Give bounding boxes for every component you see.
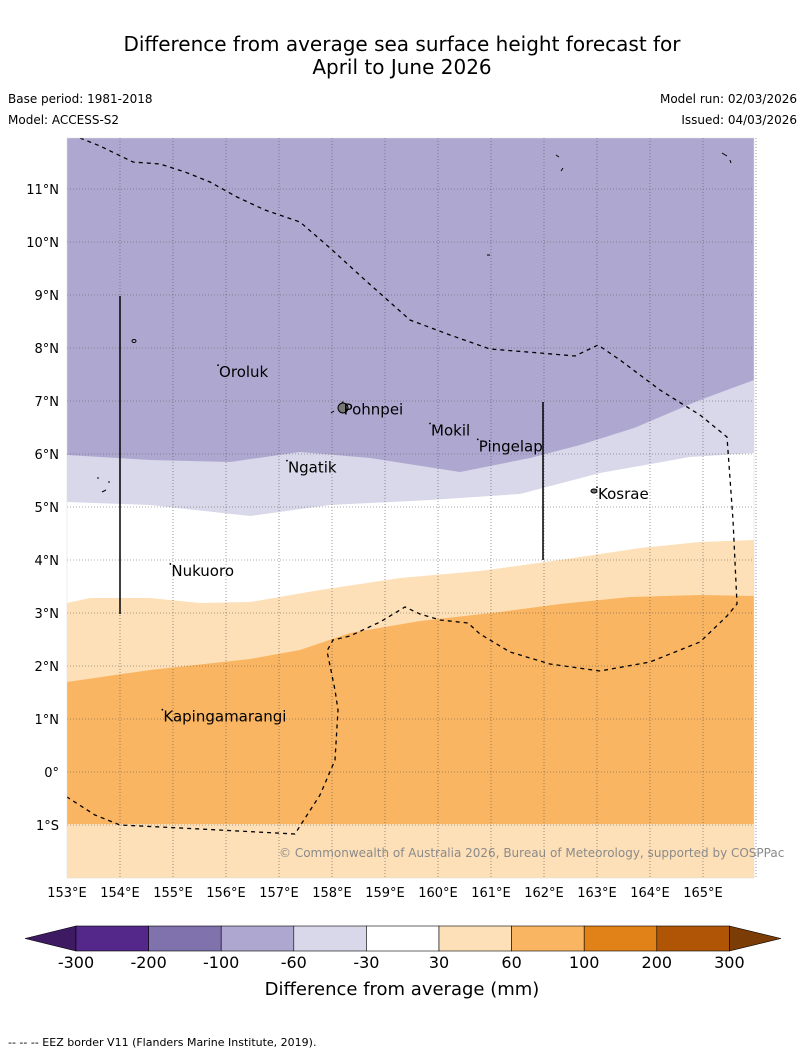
place-label: Mokil xyxy=(431,422,470,440)
colorbar-segment xyxy=(220,925,295,952)
lat-label: 1°N xyxy=(35,713,60,728)
colorbar-tick-label: 30 xyxy=(429,953,449,972)
place-label: Pohnpei xyxy=(344,400,404,418)
colorbar-tick-label: -60 xyxy=(281,953,307,972)
colorbar-tick-label: -100 xyxy=(203,953,239,972)
lon-label: 160°E xyxy=(418,886,458,901)
place-labels: Oroluk Pohnpei Mokil Pingelap Ngatik Kosrae Nu… xyxy=(161,363,649,726)
lon-label: 154°E xyxy=(100,886,140,901)
place-marker xyxy=(429,422,431,425)
colorbar-tick-label: -30 xyxy=(353,953,379,972)
base-period: Base period: 1981-2018 xyxy=(8,92,153,106)
lon-label: 158°E xyxy=(312,886,352,901)
place-label: Oroluk xyxy=(219,363,268,381)
place-marker xyxy=(286,459,288,462)
lon-label: 162°E xyxy=(524,886,564,901)
contour-bands xyxy=(67,138,754,878)
colorbar-extend-low xyxy=(24,925,77,952)
place-marker xyxy=(596,486,598,488)
lat-label: 2°N xyxy=(35,660,60,675)
place-marker xyxy=(217,364,219,367)
colorbar-segment xyxy=(511,925,585,952)
eez-border-line xyxy=(67,138,738,835)
lon-label: 157°E xyxy=(259,886,299,901)
lat-label: 4°N xyxy=(35,554,60,569)
colorbar-tick-label: 300 xyxy=(714,953,745,972)
colorbar-tick-label: -200 xyxy=(130,953,166,972)
place-marker xyxy=(476,438,479,441)
atoll-misc xyxy=(330,152,732,414)
kosrae-island xyxy=(590,488,598,494)
colorbar-segment xyxy=(583,925,658,952)
graticule xyxy=(67,138,757,878)
atoll-west xyxy=(97,477,110,493)
model-run: Model run: 02/03/2026 xyxy=(659,92,797,106)
place-marker xyxy=(161,708,164,711)
colorbar-segment xyxy=(438,925,512,952)
lon-label: 163°E xyxy=(577,886,617,901)
lat-label: 0° xyxy=(44,766,59,781)
colorbar-segment xyxy=(366,925,440,952)
lat-label: 5°N xyxy=(35,501,60,516)
lat-label: 8°N xyxy=(35,342,60,357)
eez-borders xyxy=(67,138,738,835)
place-label: Kapingamarangi xyxy=(163,708,286,726)
map-frame xyxy=(66,137,755,879)
colorbar-tick-label: 200 xyxy=(642,953,673,972)
colorbar-extend-high xyxy=(729,925,782,952)
eez-footnote: -- -- -- EEZ border V11 (Flanders Marine… xyxy=(8,1036,317,1049)
band-60-100 xyxy=(67,595,754,824)
lon-label: 164°E xyxy=(630,886,670,901)
colorbar-tick-label: 60 xyxy=(501,953,521,972)
lat-label: 9°N xyxy=(35,289,60,304)
colorbar-segment xyxy=(293,925,367,952)
place-label: Nukuoro xyxy=(171,562,234,580)
lon-label: 165°E xyxy=(683,886,723,901)
lat-label: 7°N xyxy=(35,395,60,410)
place-label: Pingelap xyxy=(479,437,543,455)
latitude-labels: 11°N 10°N 9°N 8°N 7°N 6°N 5°N 4°N 3°N 2°N 1°N 0° 1°S xyxy=(26,183,59,834)
lat-label: 1°S xyxy=(36,819,59,834)
lat-label: 3°N xyxy=(35,607,60,622)
lat-label: 10°N xyxy=(26,236,59,251)
lat-label: 11°N xyxy=(26,183,59,198)
lon-label: 155°E xyxy=(153,886,193,901)
band-30-60-south xyxy=(67,824,754,878)
colorbar-segment xyxy=(656,925,730,952)
longitude-labels: 153°E 154°E 155°E 156°E 157°E 158°E 159°E 160°E… xyxy=(47,886,723,901)
copyright-text: © Commonwealth of Australia 2026, Bureau… xyxy=(279,846,784,860)
title-line-1: Difference from average sea surface heig… xyxy=(123,32,681,56)
model-name: Model: ACCESS-S2 xyxy=(8,113,120,127)
colorbar: -300 -200 -100 -60 -30 30 60 100 200 300 xyxy=(24,925,782,972)
place-marker xyxy=(341,401,344,404)
colorbar-tick-label: -300 xyxy=(58,953,94,972)
colorbar-tick-label: 100 xyxy=(569,953,600,972)
title-line-2: April to June 2026 xyxy=(312,55,492,79)
lon-label: 153°E xyxy=(47,886,87,901)
lon-label: 156°E xyxy=(206,886,246,901)
map-figure: 11°N 10°N 9°N 8°N 7°N 6°N 5°N 4°N 3°N 2°N 1°N 0° 1°S… xyxy=(24,137,784,1000)
issued-date: Issued: 04/03/2026 xyxy=(681,113,797,127)
colorbar-segment xyxy=(75,925,149,952)
colorbar-segment xyxy=(148,925,222,952)
colorbar-title: Difference from average (mm) xyxy=(265,979,540,1000)
place-label: Kosrae xyxy=(598,485,649,503)
lon-label: 159°E xyxy=(365,886,405,901)
atoll-8n xyxy=(131,339,137,343)
place-label: Ngatik xyxy=(288,459,337,477)
lat-label: 6°N xyxy=(35,448,60,463)
place-marker xyxy=(169,563,172,565)
map-title: Difference from average sea surface heig… xyxy=(0,33,804,79)
lon-label: 161°E xyxy=(471,886,511,901)
